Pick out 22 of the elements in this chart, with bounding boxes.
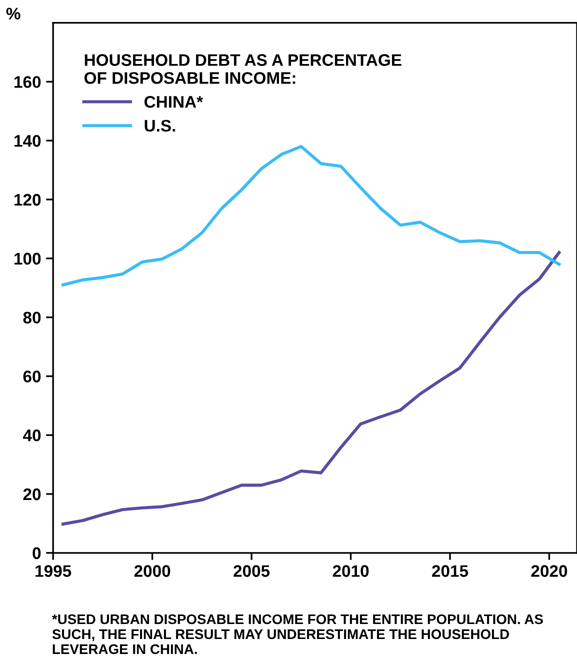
x-tick-label: 2010: [332, 565, 369, 577]
y-tick-label: 100: [14, 252, 41, 265]
line-series: [61, 144, 561, 286]
x-tick-label: 2005: [234, 565, 270, 577]
legend-label: U.S.: [144, 120, 176, 132]
y-axis-title: %: [6, 8, 20, 20]
line-series: [61, 250, 561, 526]
legend-title: HOUSEHOLD DEBT AS A PERCENTAGE OF DISPOSABLE INCOME:: [84, 54, 402, 84]
y-tick-label: 20: [23, 488, 41, 500]
text: *USED URBAN DISPOSABLE INCOME FOR THE ENTIRE POPULATION. AS SUCH, THE FINAL RESULT MAY UNDERESTIMATE THE HOUSEHOLD LEVERAGE IN CHINA.: [52, 614, 543, 654]
y-tick-label: 40: [22, 430, 41, 442]
y-tick-label: 140: [14, 135, 41, 147]
x-tick-label: 2015: [432, 565, 468, 577]
y-tick-label: 120: [14, 194, 41, 206]
y-tick-label: 60: [23, 370, 41, 382]
y-tick-label: 80: [23, 312, 41, 324]
legend-label: CHINA*: [144, 96, 204, 108]
x-tick-label: 2000: [134, 565, 170, 577]
y-tick-label: 0: [32, 547, 41, 560]
x-tick-label: 2020: [531, 565, 568, 577]
x-tick-label: 1995: [36, 565, 72, 577]
y-tick-label: 160: [14, 76, 41, 88]
